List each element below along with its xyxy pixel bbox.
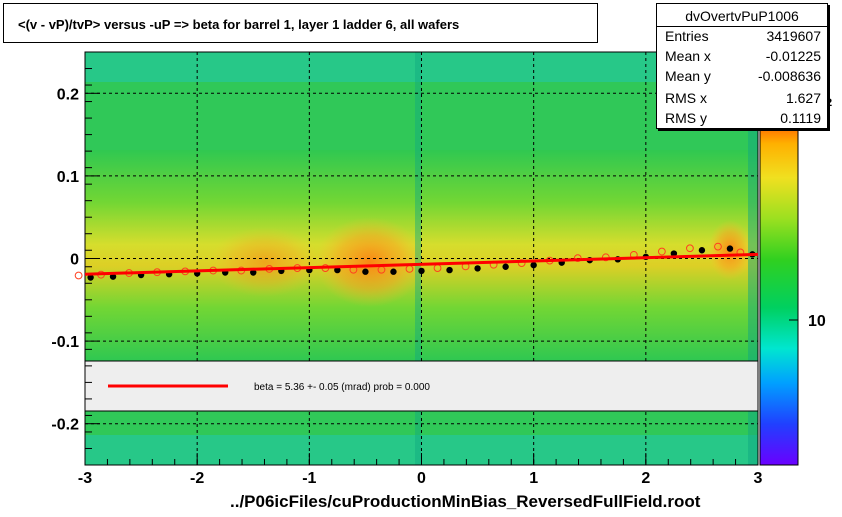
profile-open-point [714, 242, 722, 251]
x-tick-label: 3 [754, 470, 763, 487]
profile-point [87, 274, 94, 281]
profile-point [362, 268, 369, 275]
profile-point [502, 263, 509, 270]
x-tick-label: 0 [417, 470, 426, 487]
x-tick-label: 2 [641, 470, 650, 487]
profile-point [109, 273, 117, 280]
fit-line [84, 252, 759, 276]
profile-open-point [74, 271, 83, 280]
stats-row-rms-y: RMS y 0.1119 [665, 110, 821, 126]
profile-open-point [686, 244, 694, 253]
axes: -3 -2 -1 0 1 2 3 0.2 0.1 0 -0.1 -0.2 [51, 51, 763, 487]
data-marks [74, 242, 759, 281]
colorbar [759, 122, 799, 466]
profile-point [390, 268, 397, 275]
profile-point [418, 267, 425, 275]
profile-point [334, 266, 341, 274]
stats-divider [657, 26, 827, 27]
stats-name: dvOvertvPuP1006 [685, 8, 799, 24]
profile-point [250, 269, 257, 276]
colorbar-exponent: 2 [826, 97, 832, 109]
profile-point [670, 250, 678, 257]
profile-open-point [517, 259, 526, 268]
y-tick-label: 0.1 [57, 169, 79, 186]
stats-row-entries: Entries 3419607 [665, 28, 821, 44]
profile-point [474, 265, 481, 272]
x-tick-label: -2 [190, 470, 204, 487]
y-tick-label: -0.2 [51, 417, 79, 434]
x-tick-label: 1 [529, 470, 538, 487]
y-tick-label: 0 [70, 252, 79, 269]
profile-point [698, 247, 706, 254]
profile-point [726, 245, 734, 252]
stats-row-mean-y: Mean y -0.008636 [665, 68, 821, 84]
chart-title: <(v - vP)/tvP> versus -uP => beta for ba… [18, 17, 460, 32]
x-tick-label: -3 [78, 470, 92, 487]
title-box: <(v - vP)/tvP> versus -uP => beta for ba… [3, 3, 598, 43]
x-axis-label: ../P06icFiles/cuProductionMinBias_Revers… [230, 492, 701, 511]
y-tick-label: -0.1 [51, 334, 79, 351]
colorbar-tick-label: 10 [808, 313, 826, 330]
profile-point [530, 261, 537, 269]
x-tick-label: -1 [302, 470, 316, 487]
stats-row-mean-x: Mean x -0.01225 [665, 48, 821, 64]
stats-box: dvOvertvPuP1006 Entries 3419607 Mean x -0.… [656, 3, 828, 129]
stats-row-rms-x: RMS x 1.627 [665, 90, 821, 106]
profile-open-point [657, 247, 666, 256]
y-tick-label: 0.2 [57, 86, 79, 103]
fit-legend-text: beta = 5.36 +- 0.05 (mrad) prob = 0.000 [254, 382, 430, 393]
profile-point [446, 266, 453, 274]
